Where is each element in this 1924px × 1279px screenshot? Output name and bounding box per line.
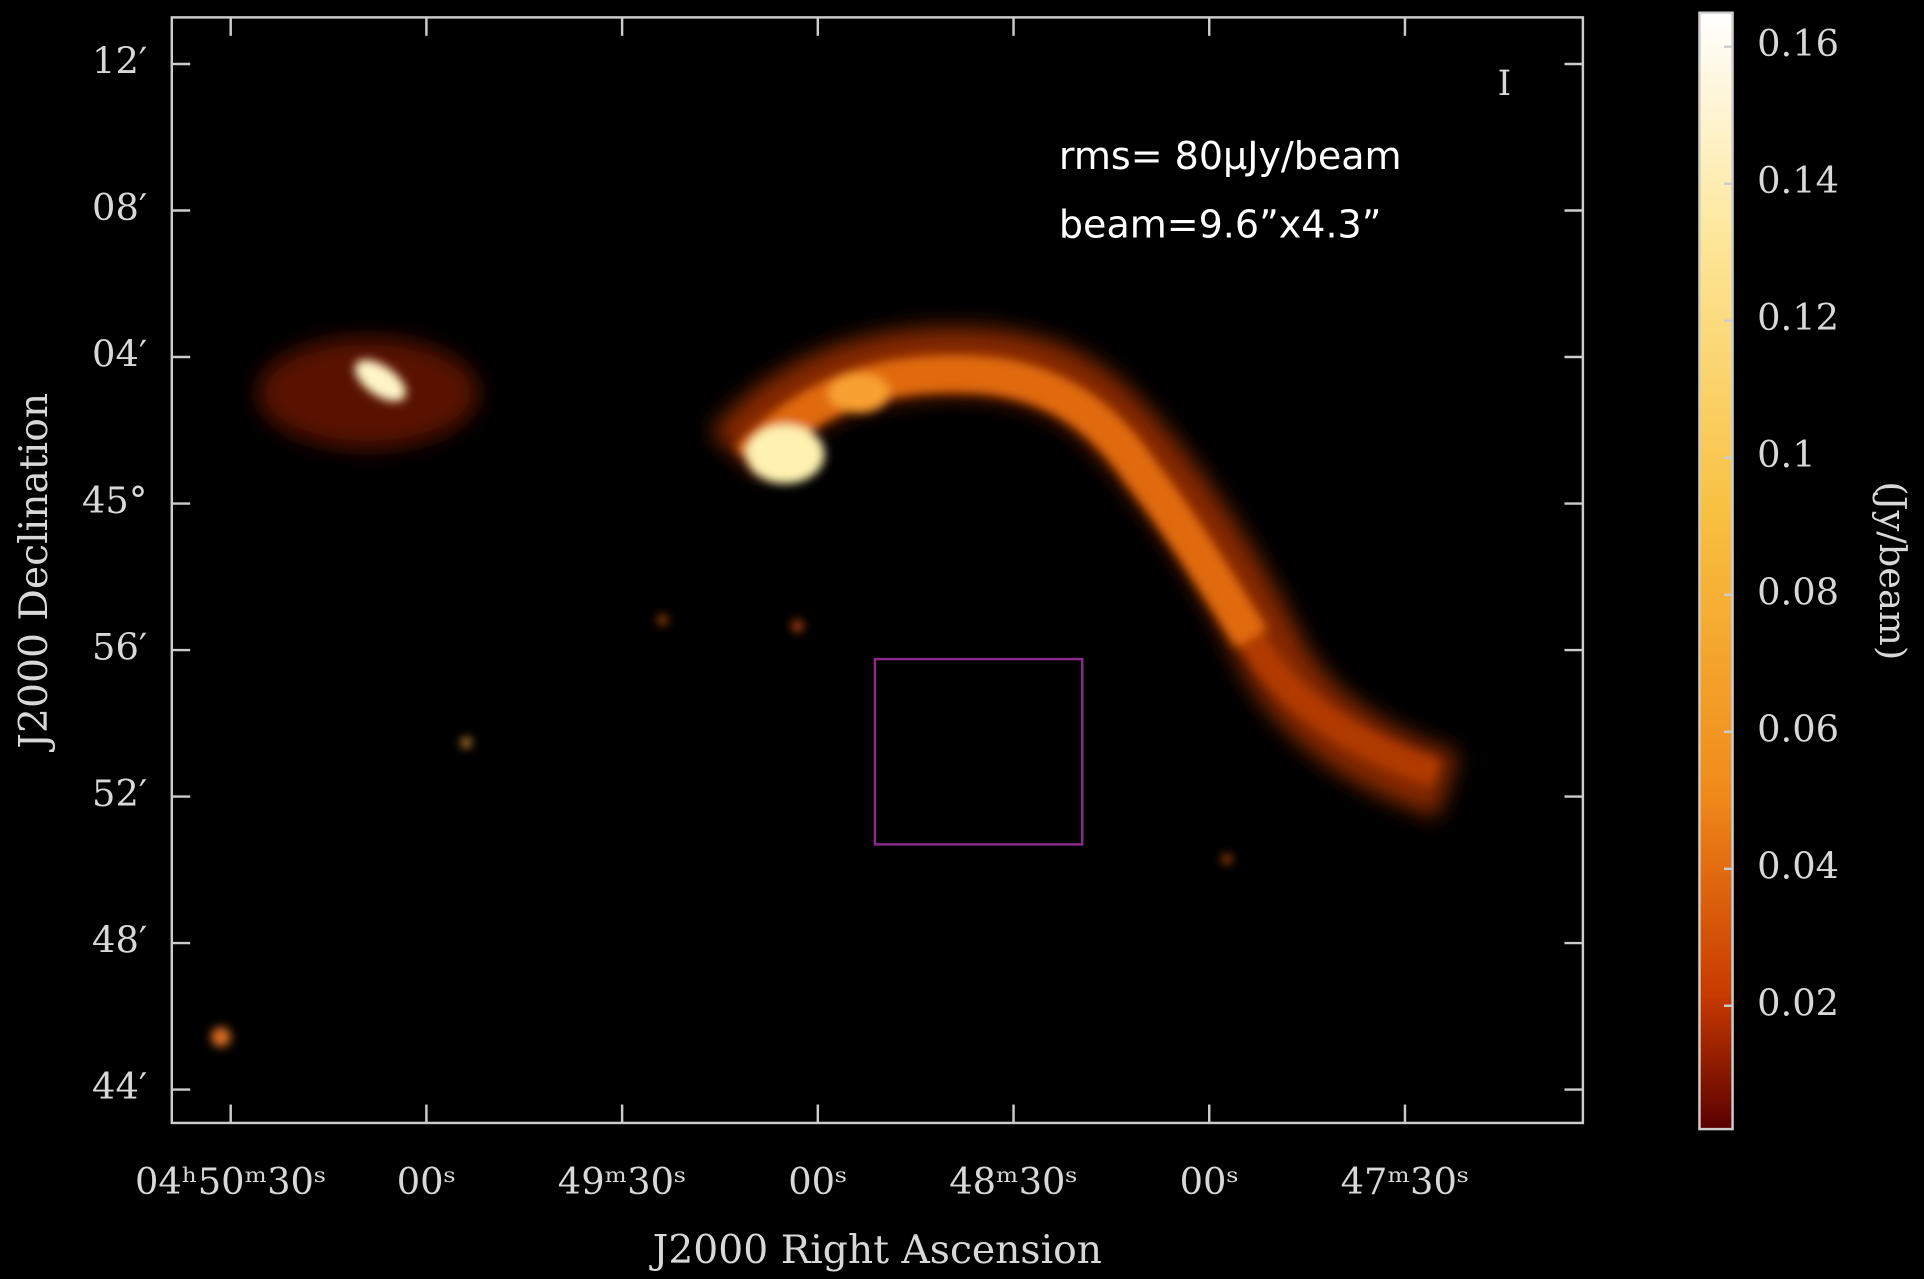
colorbar-tick-label: 0.1 [1757, 433, 1816, 476]
x-tick-label: 00ˢ [1180, 1160, 1239, 1203]
annotation: rms= 80μJy/beam [1059, 134, 1402, 178]
page: {"chart_data": {"type": "image", "x_axis… [0, 0, 1924, 1279]
colorbar-tick-label: 0.16 [1757, 22, 1839, 65]
y-tick-label: 48′ [92, 919, 147, 962]
x-tick-label: 49ᵐ30ˢ [558, 1160, 687, 1203]
colorbar-tick-label: 0.14 [1757, 159, 1839, 202]
y-tick-label: 45° [82, 479, 147, 522]
y-tick-label: 44′ [92, 1065, 147, 1108]
colorbar-tick-label: 0.06 [1757, 707, 1839, 750]
colorbar-tick-label: 0.04 [1757, 844, 1839, 887]
x-tick-label: 47ᵐ30ˢ [1341, 1160, 1470, 1203]
x-tick-label: 48ᵐ30ˢ [949, 1160, 1078, 1203]
x-tick-label: 04ʰ50ᵐ30ˢ [135, 1160, 326, 1203]
y-tick-label: 56′ [92, 626, 147, 669]
annotation: beam=9.6”x4.3” [1059, 203, 1382, 247]
colorbar-tick-label: 0.12 [1757, 296, 1839, 339]
y-tick-label: 04′ [92, 333, 147, 376]
colorbar-tick-label: 0.02 [1757, 981, 1839, 1024]
y-tick-label: 12′ [92, 40, 147, 83]
plot-frame [172, 17, 1583, 1123]
y-axis-label: J2000 Declination [12, 393, 57, 753]
colorbar-label: (Jy/beam) [1871, 481, 1914, 660]
figure: rms= 80μJy/beam beam=9.6”x4.3” I J2000 R… [0, 0, 1924, 1279]
x-tick-label: 00ˢ [397, 1160, 456, 1203]
colorbar-tick-label: 0.08 [1757, 570, 1839, 613]
stokes-label: I [1498, 64, 1512, 104]
y-tick-label: 52′ [92, 772, 147, 815]
region-box [875, 659, 1082, 844]
colorbar [1699, 12, 1732, 1129]
x-axis-label: J2000 Right Ascension [649, 1228, 1102, 1273]
emission [211, 338, 1448, 1047]
x-tick-label: 00ˢ [788, 1160, 847, 1203]
y-tick-label: 08′ [92, 186, 147, 229]
